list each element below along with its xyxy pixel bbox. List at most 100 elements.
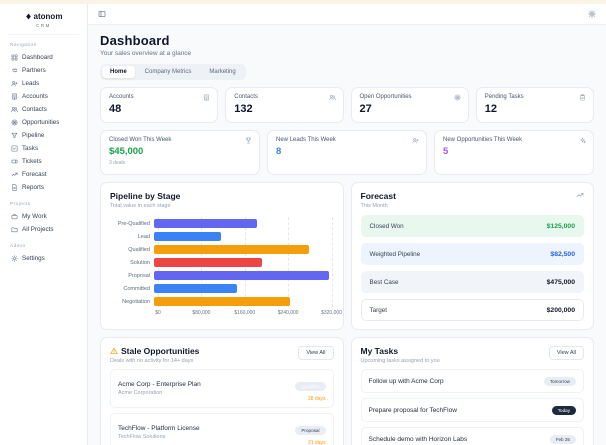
sidebar-item-settings[interactable]: Settings [8, 252, 79, 265]
stage-badge: Qualified [295, 382, 326, 391]
sidebar-item-my-work[interactable]: My Work [8, 210, 79, 223]
stale-opportunity-item[interactable]: Acme Corp - Enterprise Plan Acme Corporat… [110, 369, 334, 408]
ticket-icon [11, 158, 18, 165]
chart-gridline [331, 217, 333, 307]
funnel-icon [11, 132, 18, 139]
brand-name: atonom [33, 12, 63, 21]
brand-subtitle: CRM [36, 23, 51, 28]
chart-category-label: Qualified [128, 246, 150, 253]
kpi-row: Closed Won This Week $45,000 3 deals New Le… [100, 130, 594, 175]
stat-label: Open Opportunities [359, 94, 412, 100]
user-plus-icon [412, 137, 419, 144]
chart-category-label: Lead [137, 233, 150, 240]
chart-tick-label: $240,000 [277, 310, 299, 316]
stale-subtitle: Deals with no activity for 14+ days [110, 358, 194, 364]
sidebar-item-label: Contacts [22, 106, 47, 113]
chart-row-pre-qualified: Pre-Qualified [110, 217, 334, 230]
gear-icon[interactable] [588, 10, 596, 18]
sidebar-item-label: My Work [22, 213, 47, 220]
chart-tick-label: $320,000 [321, 310, 342, 316]
kpi-label: Closed Won This Week [109, 137, 172, 143]
sidebar-item-label: All Projects [22, 226, 54, 233]
stale-opportunities-list: Acme Corp - Enterprise Plan Acme Corporat… [110, 369, 334, 445]
sidebar-item-contacts[interactable]: Contacts [8, 103, 79, 116]
tab-marketing[interactable]: Marketing [209, 69, 236, 75]
chart-bar-track [154, 271, 332, 280]
stat-value: 27 [359, 103, 372, 115]
page-title: Dashboard [100, 33, 170, 48]
sidebar-item-all-projects[interactable]: All Projects [8, 223, 79, 236]
forecast-row-best-case: Best Case $475,000 [360, 271, 584, 293]
stat-value: 12 [484, 103, 497, 115]
forecast-row-label: Weighted Pipeline [369, 250, 421, 258]
forecast-row-weighted-pipeline: Weighted Pipeline $82,500 [360, 243, 584, 265]
user-plus-icon [11, 80, 18, 87]
stage-badge: Proposal [295, 426, 326, 435]
kpi-label: New Leads This Week [276, 137, 336, 143]
stat-label: Accounts [109, 94, 134, 100]
grid-icon [11, 54, 18, 61]
stale-view-all-button[interactable]: View All [298, 346, 334, 360]
gear-icon [11, 255, 18, 262]
forecast-row-label: Closed Won [369, 222, 404, 230]
stale-item-days: 21 days [307, 440, 326, 445]
task-item[interactable]: Follow up with Acme Corp Tomorrow [360, 369, 584, 393]
stat-card-accounts: Accounts 48 [100, 87, 219, 123]
stale-opportunities-panel: Stale Opportunities Deals with no activi… [100, 337, 344, 445]
chart-category-label: Negotiation [122, 298, 150, 305]
sidebar-item-pipeline[interactable]: Pipeline [8, 129, 79, 142]
sidebar-section-label: Navigation [10, 43, 37, 48]
handshake-icon [11, 67, 18, 74]
tasks-view-all-button[interactable]: View All [548, 346, 584, 360]
sidebar-item-reports[interactable]: Reports [8, 181, 79, 194]
chart-tick-label: $160,000 [234, 310, 256, 316]
chart-category-label: Proposal [128, 272, 150, 279]
chart-bar [154, 271, 329, 280]
sidebar-item-forecast[interactable]: Forecast [8, 168, 79, 181]
main-area: Dashboard Your sales overview at a glanc… [88, 4, 606, 445]
chart-tick-label: $0 [155, 310, 161, 316]
tasks-subtitle: Upcoming tasks assigned to you [360, 358, 440, 364]
task-item-title: Prepare proposal for TechFlow [368, 406, 457, 414]
sidebar-item-tickets[interactable]: Tickets [8, 155, 79, 168]
chart-bar-track [154, 284, 332, 293]
task-due-badge: Feb 25 [549, 434, 576, 444]
sidebar-item-tasks[interactable]: Tasks [8, 142, 79, 155]
tab-group: Home Company Metrics Marketing [100, 64, 246, 80]
sidebar-item-partners[interactable]: Partners [8, 64, 79, 77]
sidebar-item-opportunities[interactable]: Opportunities [8, 116, 79, 129]
sidebar-item-label: Dashboard [22, 54, 53, 61]
lists-row: Stale Opportunities Deals with no activi… [100, 337, 594, 445]
sidebar-item-label: Reports [22, 184, 45, 191]
stale-item-company: TechFlow Solutions [118, 434, 166, 441]
task-due-badge: Tomorrow [543, 376, 576, 386]
file-text-icon [11, 184, 18, 191]
tab-company-metrics[interactable]: Company Metrics [144, 69, 192, 75]
sparkles-icon [579, 137, 586, 144]
stat-card-pending-tasks: Pending Tasks 12 [475, 87, 594, 123]
chart-row-committed: Committed [110, 282, 334, 295]
topbar [88, 4, 606, 25]
target-icon [454, 94, 461, 101]
pipeline-subtitle: Total value in each stage [110, 203, 171, 209]
stale-item-title: Acme Corp - Enterprise Plan [118, 380, 201, 388]
stale-item-company: Acme Corporation [118, 390, 163, 397]
stale-opportunity-item[interactable]: TechFlow - Platform License TechFlow Solu… [110, 413, 334, 445]
sidebar-item-dashboard[interactable]: Dashboard [8, 51, 79, 64]
tab-home[interactable]: Home [102, 66, 135, 78]
chart-row-solution: Solution [110, 256, 334, 269]
task-item[interactable]: Schedule demo with Horizon Labs Feb 25 [360, 427, 584, 445]
stale-title: Stale Opportunities [121, 346, 200, 356]
panel-left-icon[interactable] [98, 10, 106, 18]
charts-row: Pipeline by Stage Total value in each st… [100, 182, 594, 330]
chart-bar-track [154, 258, 332, 267]
forecast-rows: Closed Won $125,000 Weighted Pipeline $82,5… [360, 215, 584, 321]
chart-bar-track [154, 297, 332, 306]
task-item[interactable]: Prepare proposal for TechFlow Today [360, 398, 584, 422]
sidebar-section-label: Projects [10, 202, 31, 207]
sidebar-item-leads[interactable]: Leads [8, 77, 79, 90]
sidebar-item-label: Tasks [22, 145, 39, 152]
stale-item-meta: Proposal 21 days [295, 419, 326, 445]
sidebar-item-accounts[interactable]: Accounts [8, 90, 79, 103]
tasks-title: My Tasks [360, 346, 399, 356]
